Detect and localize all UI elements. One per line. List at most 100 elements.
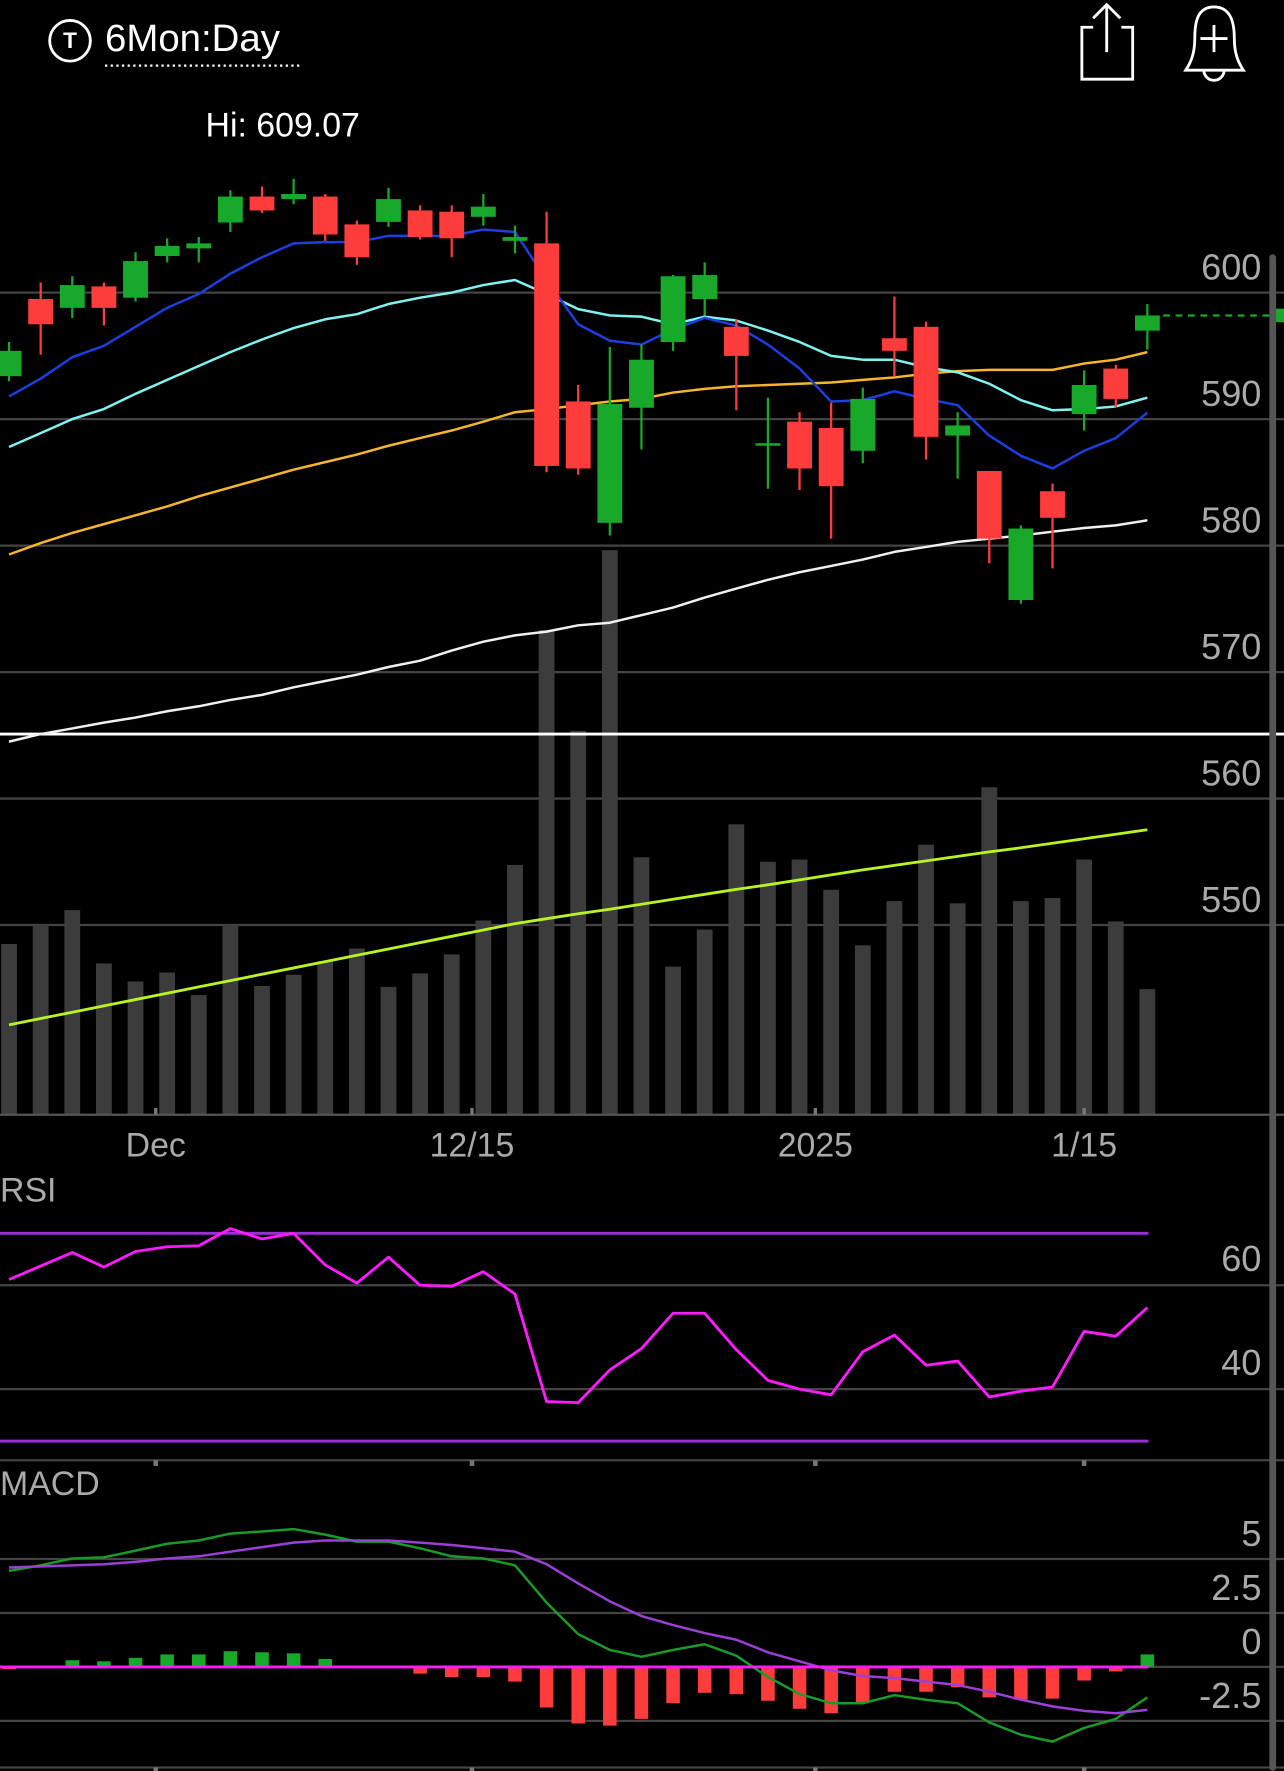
- volume-bar: [1076, 859, 1093, 1115]
- volume-bar: [380, 986, 397, 1115]
- last-price-marker: [1272, 308, 1284, 323]
- candle-body: [597, 403, 623, 523]
- x-tick-label: 12/15: [430, 1126, 515, 1164]
- volume-bar: [696, 929, 713, 1115]
- candle-body: [312, 196, 338, 235]
- moving-average: [8, 519, 1148, 743]
- y-tick-label: 580: [1201, 500, 1261, 541]
- candle-body: [945, 425, 971, 436]
- volume-bar: [854, 945, 871, 1115]
- histogram-bar: [413, 1666, 427, 1674]
- candle-body: [881, 338, 907, 351]
- volume-bar: [1139, 989, 1156, 1115]
- candle-body: [0, 350, 22, 377]
- histogram-bar: [1077, 1666, 1091, 1681]
- candle-body: [787, 421, 812, 469]
- histogram-bar: [65, 1660, 80, 1667]
- volume-bar: [665, 966, 681, 1115]
- histogram-bar: [1045, 1666, 1060, 1699]
- histogram-bar: [128, 1657, 143, 1667]
- candle-body: [976, 471, 1002, 539]
- histogram-bar: [223, 1651, 238, 1667]
- moving-average: [8, 278, 1148, 449]
- candle-body: [439, 211, 465, 239]
- candle-body: [123, 261, 148, 298]
- volume-bar: [570, 730, 587, 1115]
- volume-ma-line: [8, 828, 1148, 1027]
- x-tick-label: Dec: [126, 1126, 186, 1164]
- volume-bar: [538, 630, 555, 1115]
- share-button[interactable]: [1080, 2, 1135, 81]
- candle-body: [376, 199, 401, 222]
- y-tick-label: 40: [1221, 1342, 1261, 1383]
- volume-bar: [949, 903, 966, 1115]
- share-box: [1080, 25, 1135, 81]
- y-tick-label: 560: [1201, 753, 1261, 794]
- histogram-bar: [666, 1666, 680, 1704]
- candle-body: [281, 194, 307, 200]
- histogram-bar: [919, 1666, 933, 1692]
- candle-body: [1103, 368, 1129, 399]
- volume-bar: [348, 948, 365, 1115]
- volume-bar: [728, 824, 745, 1115]
- histogram-bar: [1014, 1666, 1028, 1700]
- y-tick-label: 570: [1201, 626, 1261, 667]
- y-tick-label: -2.5: [1199, 1675, 1261, 1716]
- volume-bar: [1012, 901, 1029, 1115]
- histogram-bar: [508, 1666, 522, 1682]
- signal-line: [8, 1539, 1148, 1715]
- candle-body: [1134, 315, 1160, 331]
- histogram-bar: [318, 1658, 333, 1667]
- bell-clapper: [1202, 70, 1226, 82]
- volume-bar: [823, 889, 840, 1115]
- candle-body: [1008, 528, 1034, 601]
- volume-bar: [412, 973, 429, 1115]
- histogram-bar: [571, 1666, 585, 1724]
- annotation: Hi: 609.07: [206, 107, 360, 145]
- volume-bar: [1044, 897, 1061, 1115]
- x-tick-label: 1/15: [1051, 1126, 1117, 1164]
- y-tick-label: 2.5: [1211, 1567, 1261, 1608]
- histogram-bar: [97, 1661, 111, 1667]
- volume-bar: [222, 925, 239, 1115]
- volume-bar: [791, 859, 808, 1115]
- volume-bar: [127, 981, 144, 1115]
- histogram-bar: [856, 1666, 870, 1704]
- histogram-bar: [824, 1666, 838, 1714]
- candle-body: [1040, 491, 1065, 518]
- histogram-bar: [476, 1666, 491, 1678]
- volume-bar: [285, 974, 302, 1115]
- volume-bar: [159, 972, 176, 1115]
- candle-body: [344, 224, 370, 258]
- candle-body: [755, 443, 781, 446]
- candle-body: [217, 196, 243, 223]
- candle-body: [534, 243, 560, 466]
- candle-body: [407, 210, 433, 238]
- y-tick-label: 590: [1201, 373, 1261, 414]
- y-tick-label: 0: [1241, 1621, 1261, 1662]
- candle-body: [629, 359, 654, 408]
- candle-body: [913, 326, 939, 437]
- y-tick-label: 550: [1201, 879, 1261, 920]
- histogram-bar: [792, 1666, 807, 1709]
- bell: [1183, 5, 1246, 72]
- icon-circle: [48, 19, 92, 63]
- candle-body: [818, 428, 844, 487]
- histogram-bar: [729, 1666, 744, 1695]
- panel-title: MACD: [0, 1465, 100, 1503]
- histogram-bar: [444, 1666, 459, 1678]
- macd-line: [8, 1527, 1149, 1743]
- timeframe-button[interactable]: T 6Mon:Day: [48, 17, 300, 67]
- x-tick-label: 2025: [778, 1126, 853, 1164]
- alert-button[interactable]: [1183, 5, 1246, 82]
- volume-bar: [190, 995, 207, 1115]
- volume-bar: [1, 943, 17, 1115]
- candle-body: [502, 237, 528, 241]
- candle-body: [692, 274, 718, 300]
- histogram-bar: [286, 1653, 301, 1667]
- histogram-bar: [1140, 1654, 1155, 1667]
- y-tick-label: 60: [1221, 1238, 1261, 1279]
- panel-title: RSI: [0, 1172, 56, 1210]
- share-arrow: [1092, 2, 1122, 53]
